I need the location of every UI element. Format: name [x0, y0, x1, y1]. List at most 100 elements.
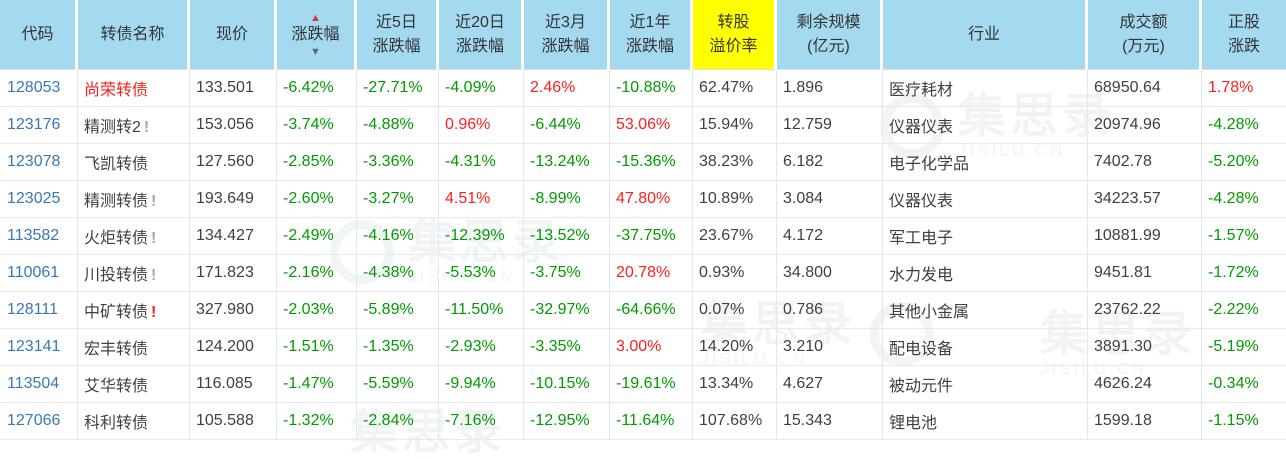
column-header-code[interactable]: 代码 — [0, 0, 78, 70]
table-row: 113582 火炬转债! 134.427 -2.49% -4.16% -12.39% -13… — [0, 218, 1286, 255]
cell-name[interactable]: 飞凯转债 — [78, 144, 190, 181]
cell-chg20d: -2.93% — [439, 329, 524, 366]
cell-stock_chg: -4.28% — [1202, 181, 1286, 218]
cell-remain: 3.210 — [777, 329, 883, 366]
column-header-turnover[interactable]: 成交额 (万元) — [1088, 0, 1202, 70]
cell-industry: 仪器仪表 — [883, 107, 1088, 144]
column-header-remain[interactable]: 剩余规模 (亿元) — [777, 0, 883, 70]
cell-name[interactable]: 艾华转债 — [78, 366, 190, 403]
cell-stock_chg: -2.22% — [1202, 292, 1286, 329]
cell-industry: 水力发电 — [883, 255, 1088, 292]
cell-premium: 23.67% — [693, 218, 777, 255]
cell-chg3m: -13.24% — [524, 144, 610, 181]
bond-name-link[interactable]: 川投转债 — [84, 267, 149, 284]
bond-name-link[interactable]: 飞凯转债 — [84, 156, 149, 173]
cell-chg1y: 20.78% — [610, 255, 693, 292]
table-row: 113504 艾华转债 116.085 -1.47% -5.59% -9.94% -10.1… — [0, 366, 1286, 403]
cell-change: -1.51% — [277, 329, 357, 366]
cell-chg20d: -7.16% — [439, 403, 524, 440]
cell-chg5d: -27.71% — [357, 70, 439, 107]
cell-name[interactable]: 科利转债 — [78, 403, 190, 440]
cell-turnover: 4626.24 — [1088, 366, 1202, 403]
cell-industry: 其他小金属 — [883, 292, 1088, 329]
column-header-chg3m[interactable]: 近3月 涨跌幅 — [524, 0, 610, 70]
cell-code[interactable]: 127066 — [0, 403, 78, 440]
column-header-chg1y[interactable]: 近1年 涨跌幅 — [610, 0, 693, 70]
cell-chg1y: -10.88% — [610, 70, 693, 107]
table-row: 123025 精测转债! 193.649 -2.60% -3.27% 4.51% -8.99… — [0, 181, 1286, 218]
cell-name[interactable]: 川投转债! — [78, 255, 190, 292]
bond-name-link[interactable]: 精测转2 — [84, 119, 141, 136]
column-header-chg20d[interactable]: 近20日 涨跌幅 — [439, 0, 524, 70]
bond-name-link[interactable]: 火炬转债 — [84, 230, 149, 247]
bond-name-link[interactable]: 艾华转债 — [84, 378, 149, 395]
cell-stock_chg: -1.57% — [1202, 218, 1286, 255]
bond-name-link[interactable]: 宏丰转债 — [84, 341, 149, 358]
table-body: 128053 尚荣转债 133.501 -6.42% -27.71% -4.09% 2.46… — [0, 70, 1286, 440]
cell-price: 116.085 — [190, 366, 277, 403]
column-header-chg5d[interactable]: 近5日 涨跌幅 — [357, 0, 439, 70]
column-header-industry[interactable]: 行业 — [883, 0, 1088, 70]
bond-name-link[interactable]: 精测转债 — [84, 193, 149, 210]
cell-remain: 15.343 — [777, 403, 883, 440]
cell-turnover: 20974.96 — [1088, 107, 1202, 144]
alert-icon: ! — [151, 267, 157, 284]
sort-ascending-icon[interactable]: ▲ — [310, 11, 321, 24]
cell-chg3m: -12.95% — [524, 403, 610, 440]
cell-change: -2.49% — [277, 218, 357, 255]
cell-name[interactable]: 尚荣转债 — [78, 70, 190, 107]
convertible-bond-table: 代码 转债名称 现价 ▲ 涨跌幅 ▼ 近5日 涨跌幅 近20日 涨跌幅 近3月 涨跌幅 近1年 涨… — [0, 0, 1286, 440]
table-header: 代码 转债名称 现价 ▲ 涨跌幅 ▼ 近5日 涨跌幅 近20日 涨跌幅 近3月 涨跌幅 近1年 涨… — [0, 0, 1286, 70]
cell-code[interactable]: 113504 — [0, 366, 78, 403]
cell-change: -1.32% — [277, 403, 357, 440]
cell-chg1y: -11.64% — [610, 403, 693, 440]
cell-name[interactable]: 宏丰转债 — [78, 329, 190, 366]
cell-premium: 38.23% — [693, 144, 777, 181]
cell-code[interactable]: 123078 — [0, 144, 78, 181]
cell-chg5d: -4.88% — [357, 107, 439, 144]
cell-code[interactable]: 128053 — [0, 70, 78, 107]
cell-premium: 13.34% — [693, 366, 777, 403]
table-row: 123141 宏丰转债 124.200 -1.51% -1.35% -2.93% -3.35… — [0, 329, 1286, 366]
cell-code[interactable]: 123141 — [0, 329, 78, 366]
cell-name[interactable]: 中矿转债! — [78, 292, 190, 329]
cell-premium: 0.07% — [693, 292, 777, 329]
cell-remain: 1.896 — [777, 70, 883, 107]
column-header-premium[interactable]: 转股 溢价率 — [693, 0, 777, 70]
bond-name-link[interactable]: 尚荣转债 — [84, 82, 149, 99]
cell-name[interactable]: 火炬转债! — [78, 218, 190, 255]
cell-change: -2.03% — [277, 292, 357, 329]
cell-chg1y: -19.61% — [610, 366, 693, 403]
table-row: 127066 科利转债 105.588 -1.32% -2.84% -7.16% -12.9… — [0, 403, 1286, 440]
cell-premium: 62.47% — [693, 70, 777, 107]
cell-price: 133.501 — [190, 70, 277, 107]
column-header-name[interactable]: 转债名称 — [78, 0, 190, 70]
cell-code[interactable]: 110061 — [0, 255, 78, 292]
cell-chg20d: -4.31% — [439, 144, 524, 181]
alert-icon: ! — [143, 119, 150, 136]
bond-name-link[interactable]: 中矿转债 — [84, 304, 149, 321]
column-header-price[interactable]: 现价 — [190, 0, 277, 70]
cell-code[interactable]: 123025 — [0, 181, 78, 218]
cell-chg3m: 2.46% — [524, 70, 610, 107]
cell-price: 193.649 — [190, 181, 277, 218]
cell-change: -1.47% — [277, 366, 357, 403]
cell-code[interactable]: 123176 — [0, 107, 78, 144]
cell-code[interactable]: 128111 — [0, 292, 78, 329]
table-row: 128111 中矿转债! 327.980 -2.03% -5.89% -11.50% -32… — [0, 292, 1286, 329]
cell-chg1y: -37.75% — [610, 218, 693, 255]
bond-name-link[interactable]: 科利转债 — [84, 415, 149, 432]
column-header-change[interactable]: ▲ 涨跌幅 ▼ — [277, 0, 357, 70]
cell-chg3m: -6.44% — [524, 107, 610, 144]
cell-name[interactable]: 精测转债! — [78, 181, 190, 218]
cell-price: 134.427 — [190, 218, 277, 255]
cell-remain: 6.182 — [777, 144, 883, 181]
column-header-stock_chg[interactable]: 正股 涨跌 — [1202, 0, 1286, 70]
cell-industry: 配电设备 — [883, 329, 1088, 366]
cell-name[interactable]: 精测转2! — [78, 107, 190, 144]
cell-turnover: 9451.81 — [1088, 255, 1202, 292]
alert-icon: ! — [151, 304, 157, 321]
cell-chg3m: -10.15% — [524, 366, 610, 403]
sort-descending-icon[interactable]: ▼ — [310, 45, 321, 58]
cell-code[interactable]: 113582 — [0, 218, 78, 255]
